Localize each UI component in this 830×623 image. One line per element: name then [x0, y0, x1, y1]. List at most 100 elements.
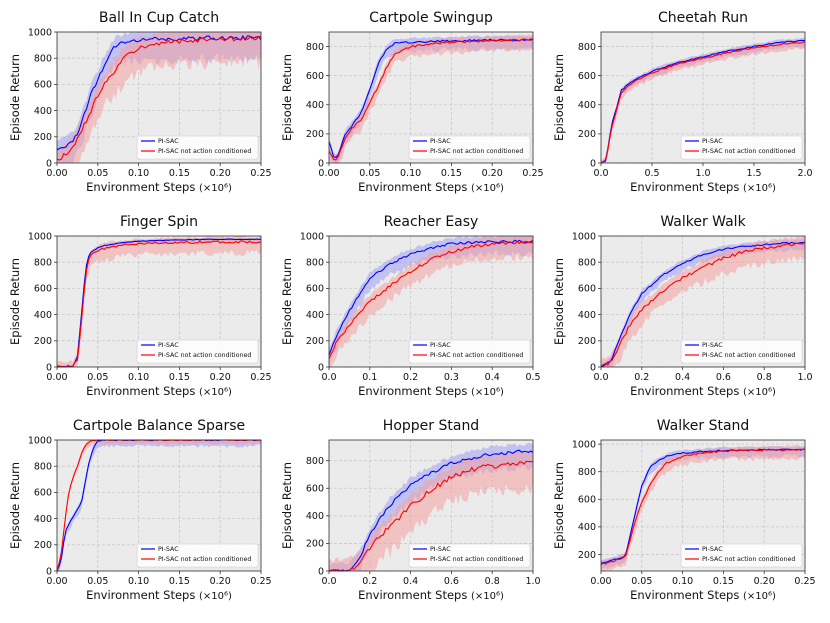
x-tick-label: 0.2: [362, 576, 377, 587]
x-tick-label: 0.10: [128, 168, 149, 179]
x-tick-label: 0.05: [87, 576, 108, 587]
y-tick-label: 600: [306, 71, 324, 82]
legend-label: PI-SAC not action conditioned: [430, 556, 523, 563]
x-tick-label: 0.6: [444, 576, 459, 587]
subplot-cartpole-balance-sparse: Cartpole Balance Sparse 0.00 0.05 0.10 0.15 0…: [8, 418, 272, 602]
series-band-pisac: [57, 32, 261, 163]
series-line-pisac: [328, 449, 534, 572]
x-tick-label: 0.6: [716, 372, 731, 383]
subplot-walker-stand: Walker Stand 0.00 0.05 0.10 0.15 0.20 0.25 200 4…: [552, 418, 816, 602]
plot-title: Ball In Cup Catch: [99, 10, 219, 26]
subplot-cartpole-swingup: Cartpole Swingup 0.00 0.05 0.10 0.15 0.20 0.25…: [280, 10, 544, 194]
plot-frame: [600, 31, 806, 164]
x-axis-label: Environment Steps (×10⁶): [86, 588, 232, 602]
legend-box: [136, 339, 259, 364]
y-axis-label: Episode Return: [8, 54, 22, 141]
legend-box: [680, 543, 803, 568]
plot-frame: [56, 439, 262, 572]
x-tick-label: 1.5: [746, 168, 761, 179]
plot-title: Hopper Stand: [383, 418, 479, 434]
legend-label: PI-SAC: [702, 342, 723, 349]
x-tick-label: 0.1: [362, 372, 377, 383]
plot-frame: [600, 235, 806, 368]
series-band-nac: [329, 34, 533, 164]
x-tick-label: 0.4: [403, 576, 418, 587]
x-axis-label: Environment Steps (×10⁶): [630, 588, 776, 602]
x-tick-label: 0.0: [321, 576, 336, 587]
x-tick-label: 0.10: [128, 372, 149, 383]
y-tick-label: 0: [46, 362, 52, 373]
x-tick-label: 0.8: [485, 576, 500, 587]
legend-box: [136, 543, 259, 568]
y-tick-label: 1000: [28, 27, 52, 38]
y-tick-label: 0: [318, 158, 324, 169]
x-tick-label: 0.20: [210, 576, 231, 587]
legend-label: PI-SAC: [430, 546, 451, 553]
x-tick-label: 0.15: [169, 372, 190, 383]
series-line-nac: [56, 35, 262, 161]
subplot-reacher-easy: Reacher Easy 0.0 0.1 0.2 0.3 0.4 0.5 0 200 400 600…: [280, 214, 541, 398]
plot-frame: [56, 235, 262, 368]
subplot-walker-walk: Walker Walk 0.0 0.2 0.4 0.6 0.8 1.0 0 200 400 600 8…: [552, 214, 813, 398]
y-tick-label: 800: [34, 462, 52, 473]
x-tick-label: 0.05: [87, 372, 108, 383]
x-tick-label: 0.15: [441, 168, 462, 179]
plot-frame: [600, 439, 806, 572]
y-tick-label: 800: [578, 258, 596, 269]
x-tick-label: 0.10: [128, 576, 149, 587]
x-tick-label: 0.05: [359, 168, 380, 179]
y-tick-label: 1000: [300, 231, 324, 242]
legend-label: PI-SAC not action conditioned: [158, 148, 251, 155]
subplot-ball-in-cup-catch: Ball In Cup Catch 0.00 0.05 0.10 0.15 0.20 0.2…: [8, 10, 272, 194]
y-tick-label: 600: [306, 484, 324, 495]
x-tick-label: 0.20: [210, 168, 231, 179]
plot-title: Finger Spin: [120, 214, 198, 230]
series-band-pisac: [329, 35, 533, 163]
legend-label: PI-SAC not action conditioned: [430, 148, 523, 155]
x-tick-label: 2.0: [797, 168, 812, 179]
series-line-pisac: [600, 241, 806, 368]
y-tick-label: 1000: [572, 439, 596, 450]
series-line-pisac: [328, 239, 534, 356]
legend-label: PI-SAC: [158, 138, 179, 145]
plot-title: Cartpole Swingup: [369, 10, 493, 26]
y-tick-label: 800: [34, 54, 52, 65]
x-tick-label: 1.0: [525, 576, 540, 587]
y-tick-label: 200: [34, 336, 52, 347]
series-line-nac: [328, 240, 534, 359]
series-line-nac: [328, 38, 534, 161]
x-tick-label: 0.25: [522, 168, 543, 179]
x-tick-label: 0.15: [169, 168, 190, 179]
x-tick-label: 0.3: [444, 372, 459, 383]
y-axis-label: Episode Return: [280, 462, 294, 549]
x-tick-label: 0.20: [210, 372, 231, 383]
subplot-cheetah-run: Cheetah Run 0.0 0.5 1.0 1.5 2.0 0 200 400 600 800 P…: [552, 10, 813, 194]
plot-title: Walker Walk: [660, 214, 746, 230]
plot-title: Reacher Easy: [384, 214, 479, 230]
y-tick-label: 600: [34, 284, 52, 295]
x-tick-label: 0.05: [87, 168, 108, 179]
y-tick-label: 800: [306, 42, 324, 53]
y-axis-label: Episode Return: [8, 258, 22, 345]
x-tick-label: 0.2: [634, 372, 649, 383]
y-tick-label: 400: [306, 511, 324, 522]
x-tick-label: 0.15: [169, 576, 190, 587]
y-tick-label: 0: [46, 566, 52, 577]
legend-box: [408, 135, 531, 160]
legend-label: PI-SAC not action conditioned: [430, 352, 523, 359]
y-tick-label: 200: [306, 539, 324, 550]
y-tick-label: 600: [34, 488, 52, 499]
y-tick-label: 600: [34, 80, 52, 91]
x-tick-label: 0.25: [250, 576, 271, 587]
x-tick-label: 0.00: [46, 168, 67, 179]
x-tick-label: 0.0: [593, 168, 608, 179]
legend-box: [408, 543, 531, 568]
x-axis-label: Environment Steps (×10⁶): [86, 384, 232, 398]
y-tick-label: 800: [578, 42, 596, 53]
legend-box: [136, 135, 259, 160]
y-tick-label: 400: [578, 310, 596, 321]
plot-title: Walker Stand: [657, 418, 750, 434]
legend-label: PI-SAC: [158, 342, 179, 349]
series-line-nac: [328, 460, 534, 572]
